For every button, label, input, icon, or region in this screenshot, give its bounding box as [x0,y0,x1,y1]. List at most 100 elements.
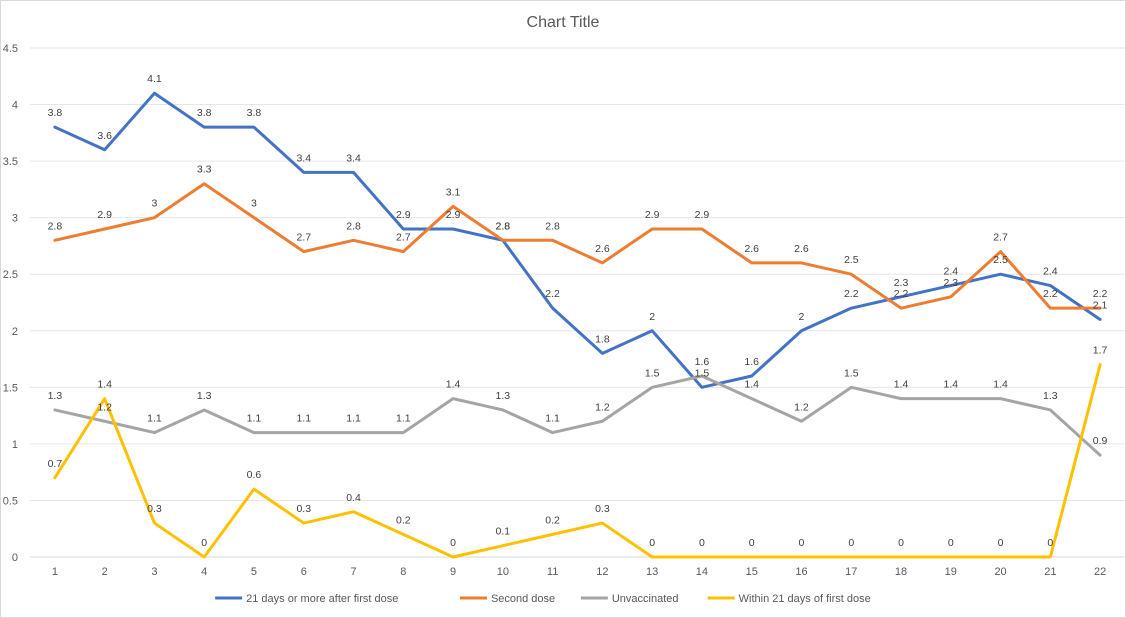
data-label: 1.4 [744,379,759,391]
data-label: 0 [948,537,954,549]
data-label: 0.7 [48,458,63,470]
data-label: 1.5 [645,367,660,379]
legend: 21 days or more after first dose Second d… [215,593,871,605]
data-label: 2.4 [1043,266,1058,278]
y-axis-ticks: 0 0.5 1 1.5 2 2.5 3 3.5 4 4.5 [3,43,18,564]
x-tick-label: 10 [497,566,509,578]
data-label: 4.1 [147,73,162,85]
data-label: 3 [152,198,158,210]
data-label: 1.4 [446,379,461,391]
x-tick-label: 11 [547,566,558,578]
x-tick-label: 4 [201,566,207,578]
data-label: 2.7 [396,232,411,244]
data-label: 1.3 [48,390,63,402]
x-tick-label: 1 [52,566,58,578]
y-tick-label: 2 [12,326,18,338]
legend-item-4: Within 21 days of first dose [707,593,871,605]
data-label: 0 [1047,537,1053,549]
x-tick-label: 17 [845,566,857,578]
data-label: 1.4 [993,379,1008,391]
data-label: 1.1 [396,413,411,425]
data-label: 2.8 [545,220,560,232]
chart-title: Chart Title [527,14,600,31]
data-label: 2.8 [496,220,511,232]
data-label: 1.7 [1093,345,1108,357]
data-label: 2.9 [97,209,112,221]
data-label: 1.1 [247,413,262,425]
data-label: 0.2 [396,514,411,526]
data-label: 2 [799,311,805,323]
data-label: 0 [649,537,655,549]
legend-label: Second dose [491,593,555,605]
data-label: 3.8 [247,107,262,119]
data-label: 1.1 [147,413,162,425]
data-label: 1.3 [496,390,511,402]
series-line-2 [53,182,1102,310]
data-label: 1.3 [197,390,212,402]
data-label: 2.2 [894,288,909,300]
data-label: 2.1 [1093,299,1108,311]
data-label: 0 [201,537,207,549]
legend-item-1: 21 days or more after first dose [215,593,398,605]
x-tick-label: 20 [994,566,1006,578]
data-label: 3.6 [97,130,112,142]
data-label: 0.2 [545,514,560,526]
data-label: 2.6 [595,243,610,255]
data-label: 0.1 [496,526,511,538]
data-label: 1.6 [744,356,759,368]
data-label: 0 [799,537,805,549]
y-tick-label: 3.5 [3,156,18,168]
data-label: 1.4 [894,379,909,391]
series-lines [53,91,1102,559]
data-label: 2.3 [943,277,958,289]
data-label: 0.6 [247,469,262,481]
y-tick-label: 0.5 [3,495,18,507]
legend-label: Unvaccinated [612,593,679,605]
series-line-3 [53,374,1102,457]
x-tick-label: 14 [696,566,708,578]
data-label: 1.5 [695,367,710,379]
data-label: 2.6 [744,243,759,255]
legend-label: Within 21 days of first dose [739,593,871,605]
data-label: 1.2 [595,401,610,413]
data-label: 1.8 [595,333,610,345]
data-label: 2.9 [396,209,411,221]
data-label: 3 [251,198,257,210]
data-label: 1.4 [943,379,958,391]
data-label: 3.4 [296,152,311,164]
data-label: 0 [848,537,854,549]
data-label: 0.3 [595,503,610,515]
data-label: 2.2 [545,288,560,300]
y-tick-label: 4 [12,100,18,112]
data-label: 2.5 [993,254,1008,266]
data-label: 1.5 [844,367,859,379]
data-label: 2.2 [1043,288,1058,300]
data-label: 0.3 [296,503,311,515]
x-tick-label: 6 [301,566,307,578]
data-label: 1.6 [695,356,710,368]
data-label: 3.8 [197,107,212,119]
legend-item-3: Unvaccinated [580,593,679,605]
data-label: 2.4 [943,266,958,278]
data-label: 1.3 [1043,390,1058,402]
legend-label: 21 days or more after first dose [246,593,398,605]
data-label: 1.1 [346,413,361,425]
data-label: 2.7 [296,232,311,244]
x-tick-label: 15 [746,566,758,578]
data-label: 0.9 [1093,435,1108,447]
y-tick-label: 0 [12,552,18,564]
y-tick-label: 2.5 [3,269,18,281]
data-label: 2.8 [346,220,361,232]
x-tick-label: 5 [251,566,257,578]
data-label: 2 [649,311,655,323]
y-tick-label: 3 [12,213,18,225]
data-label: 2.9 [695,209,710,221]
x-tick-label: 8 [400,566,406,578]
y-tick-label: 1 [12,439,18,451]
data-label: 1.1 [296,413,311,425]
y-tick-label: 4.5 [3,43,18,55]
data-label: 0.4 [346,492,361,504]
data-label: 1.2 [794,401,809,413]
x-axis-ticks: 1 2 3 4 5 6 7 8 9 10 11 12 13 14 15 16 17 18 19 20 21 22 [52,566,1106,578]
